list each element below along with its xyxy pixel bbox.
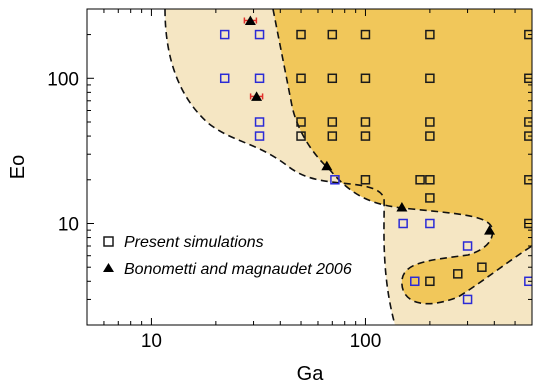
bonometti-point [244, 15, 256, 25]
simulation-point-blue [254, 29, 265, 40]
simulation-point-black [327, 117, 338, 127]
simulation-point-black [425, 117, 435, 127]
plot-frame [86, 8, 533, 326]
simulation-point-black [327, 131, 338, 141]
simulation-point-blue [410, 276, 420, 287]
simulation-point-black [477, 262, 487, 272]
simulation-point-blue [330, 175, 340, 185]
simulation-point-black [425, 276, 435, 287]
simulation-point-blue [524, 276, 532, 287]
simulation-point-black [327, 73, 338, 84]
bonometti-point [251, 91, 263, 101]
regions-layer [165, 9, 532, 325]
simulation-point-black [296, 117, 306, 127]
simulation-point-black [360, 131, 371, 141]
legend-square-marker [103, 236, 114, 247]
simulation-point-black [524, 29, 532, 40]
legend-label-bonometti: Bonometti and magnaudet 2006 [124, 261, 352, 278]
simulation-point-blue [462, 241, 473, 251]
simulation-point-black [524, 218, 532, 229]
simulation-point-black [425, 175, 435, 185]
simulation-point-blue [398, 218, 408, 229]
simulation-point-blue [462, 294, 473, 305]
simulation-point-black [360, 175, 371, 185]
simulation-point-black [360, 117, 371, 127]
simulation-point-black [524, 117, 532, 127]
simulation-point-black [296, 131, 306, 141]
y-tick-label-10: 10 [58, 214, 79, 235]
bonometti-point [484, 225, 496, 235]
simulation-point-black [425, 73, 435, 84]
bonometti-point [396, 201, 408, 212]
legend-triangle-marker [103, 263, 114, 272]
legend: Present simulations Bonometti and magnau… [103, 234, 352, 278]
simulation-point-black [524, 131, 532, 141]
high-region [273, 9, 532, 304]
simulation-point-blue [219, 73, 230, 84]
simulation-point-blue [254, 73, 265, 84]
simulation-point-black [425, 131, 435, 141]
simulation-point-black [296, 29, 306, 40]
simulation-point-black [327, 29, 338, 40]
simulation-point-black [524, 175, 532, 185]
simulation-point-black [415, 175, 425, 185]
x-tick-label-10: 10 [141, 331, 162, 352]
simulation-point-blue [254, 117, 265, 127]
x-axis-label: Ga [297, 363, 325, 384]
bonometti-point [321, 160, 333, 171]
simulation-point-blue [254, 131, 265, 141]
legend-label-present-simulations: Present simulations [124, 234, 264, 251]
simulation-point-blue [425, 218, 435, 229]
markers-layer [219, 15, 532, 305]
simulation-point-black [360, 29, 371, 40]
simulation-point-black [360, 73, 371, 84]
simulation-point-black [453, 269, 463, 279]
simulation-point-black [425, 29, 435, 40]
x-tick-label-100: 100 [350, 331, 382, 352]
boundary-outer-line [164, 9, 396, 325]
simulation-point-black [425, 193, 435, 203]
simulation-point-blue [219, 29, 230, 40]
simulation-point-black [524, 73, 532, 84]
axis-ticks [86, 8, 533, 326]
simulation-point-black [296, 73, 306, 84]
y-axis-label: Eo [7, 155, 29, 179]
y-tick-label-100: 100 [47, 69, 79, 90]
